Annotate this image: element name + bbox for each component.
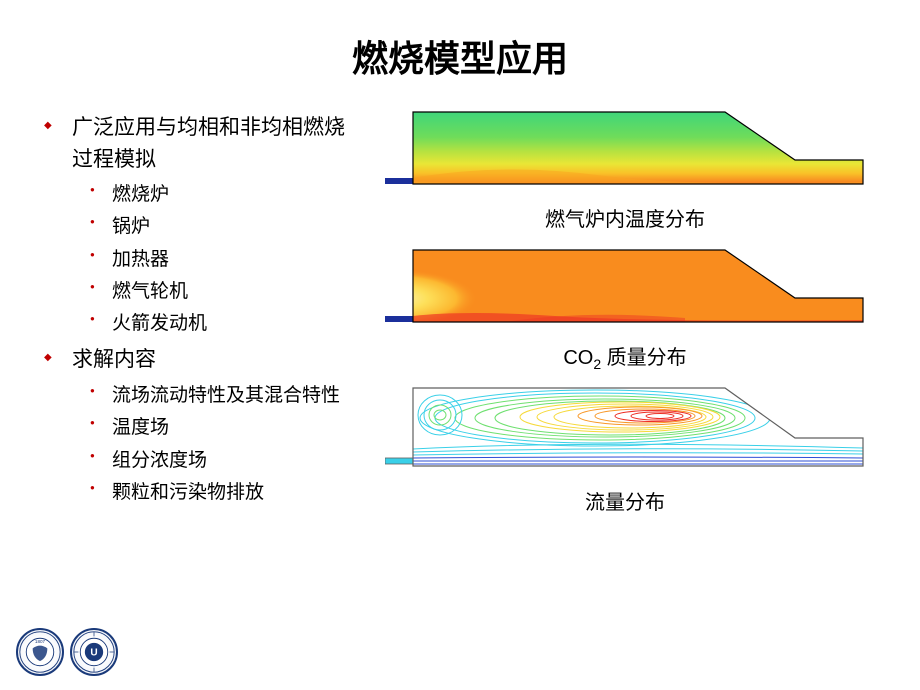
flow-streamline-svg <box>385 380 865 480</box>
sub-bullet: 燃烧炉 <box>72 179 350 211</box>
bullet-column: 广泛应用与均相和非均相燃烧过程模拟 燃烧炉 锅炉 加热器 燃气轮机 火箭发动机 … <box>40 102 350 515</box>
temperature-contour-svg <box>385 102 865 197</box>
bullet-item-2: 求解内容 流场流动特性及其混合特性 温度场 组分浓度场 颗粒和污染物排放 <box>40 344 350 509</box>
bullet-text: 广泛应用与均相和非均相燃烧过程模拟 <box>72 116 345 171</box>
svg-text:U: U <box>90 648 97 659</box>
slide-title: 燃烧模型应用 <box>40 30 880 82</box>
sub-bullet: 加热器 <box>72 244 350 276</box>
figure-caption-flow: 流量分布 <box>585 486 665 515</box>
sub-bullet: 火箭发动机 <box>72 308 350 340</box>
footer-logos: 1807 U <box>16 628 118 676</box>
university-logo-1: 1807 <box>16 628 64 676</box>
university-logo-2: U <box>70 628 118 676</box>
sub-bullet: 燃气轮机 <box>72 276 350 308</box>
figure-temperature: 燃气炉内温度分布 <box>370 102 880 232</box>
bullet-item-1: 广泛应用与均相和非均相燃烧过程模拟 燃烧炉 锅炉 加热器 燃气轮机 火箭发动机 <box>40 112 350 340</box>
figure-flow: 流量分布 <box>370 380 880 515</box>
co2-contour-svg <box>385 240 865 335</box>
sub-bullet: 颗粒和污染物排放 <box>72 477 350 509</box>
bullet-text: 求解内容 <box>72 348 156 371</box>
figures-column: 燃气炉内温度分布 <box>370 102 880 515</box>
sub-bullet: 组分浓度场 <box>72 445 350 477</box>
sub-bullet: 流场流动特性及其混合特性 <box>72 380 350 412</box>
figure-caption-temperature: 燃气炉内温度分布 <box>545 203 705 232</box>
figure-caption-co2: CO2 质量分布 <box>563 341 686 372</box>
figure-co2: CO2 质量分布 <box>370 240 880 372</box>
svg-text:1807: 1807 <box>35 639 46 644</box>
sub-bullet: 温度场 <box>72 412 350 444</box>
sub-bullet: 锅炉 <box>72 211 350 243</box>
